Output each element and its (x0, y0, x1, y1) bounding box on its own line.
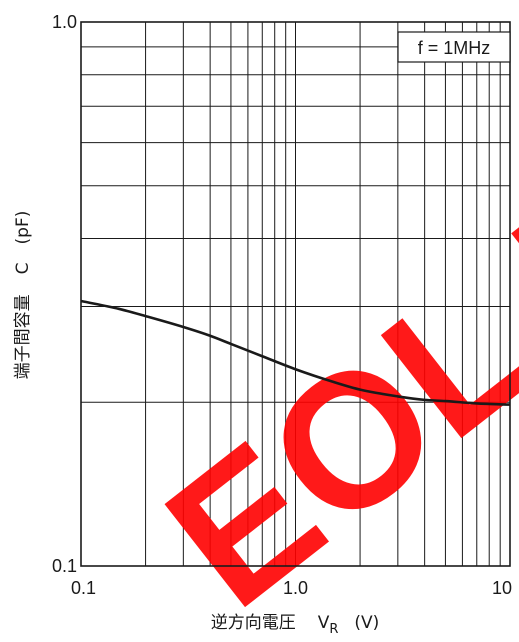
plot-frame (80, 21, 511, 567)
annotation-box: f = 1MHz (397, 31, 511, 63)
x-tick-label: 10 (492, 578, 512, 598)
x-tick-label: 1.0 (283, 578, 308, 598)
x-tick-labels: 0.1 1.0 10 (71, 578, 512, 598)
y-tick-label: 0.1 (52, 556, 77, 576)
x-axis-symbol: V (318, 613, 330, 633)
x-axis-unit: (V) (354, 613, 379, 633)
annotation-label: f = 1MHz (418, 38, 491, 58)
x-tick-label: 0.1 (71, 578, 96, 598)
y-axis-unit: (pF) (13, 211, 33, 245)
y-axis-title: 端子間容量 C (pF) (13, 211, 33, 380)
y-axis-symbol: C (13, 262, 33, 274)
x-axis-subscript: R (329, 622, 338, 637)
y-tick-labels: 0.1 1.0 (52, 12, 77, 576)
y-axis-label: 端子間容量 (13, 294, 33, 379)
x-axis-label: 逆方向電圧 (211, 613, 296, 633)
x-axis-title: 逆方向電圧 VR (V) (211, 613, 380, 637)
y-tick-label: 1.0 (52, 12, 77, 32)
series-line (80, 299, 511, 406)
grid (81, 22, 510, 566)
